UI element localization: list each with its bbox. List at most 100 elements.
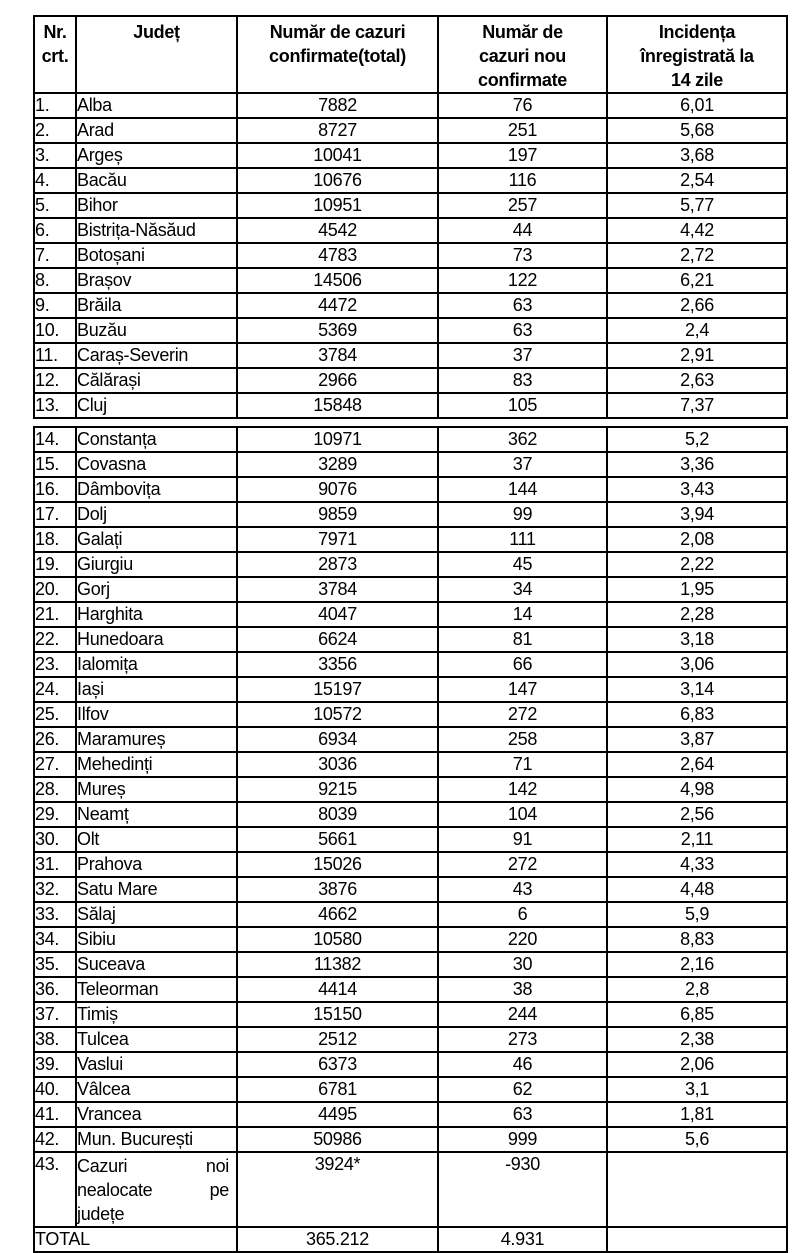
new-cases-cell: 99 <box>437 501 608 528</box>
total-row: TOTAL 365.212 4.931 <box>33 1226 788 1253</box>
new-cases-cell: 37 <box>437 342 608 369</box>
county-cell: Arad <box>75 117 238 144</box>
incidence-cell: 3,43 <box>606 476 788 503</box>
row-number-cell: 22. <box>33 626 77 653</box>
table-row: 8. Brașov 14506 122 6,21 <box>33 267 788 294</box>
table-row: 3. Argeș 10041 197 3,68 <box>33 142 788 169</box>
row-number-cell: 25. <box>33 701 77 728</box>
incidence-cell: 2,38 <box>606 1026 788 1053</box>
row-number-cell: 23. <box>33 651 77 678</box>
incidence-cell: 2,11 <box>606 826 788 853</box>
county-cell: Brașov <box>75 267 238 294</box>
county-cell: Sibiu <box>75 926 238 953</box>
county-cell: Galați <box>75 526 238 553</box>
incidence-cell: 5,2 <box>606 426 788 453</box>
county-cell: Hunedoara <box>75 626 238 653</box>
incidence-cell: 2,66 <box>606 292 788 319</box>
table-row: 15. Covasna 3289 37 3,36 <box>33 451 788 478</box>
new-cases-cell: 220 <box>437 926 608 953</box>
table-row: 10. Buzău 5369 63 2,4 <box>33 317 788 344</box>
confirmed-total-cell: 4542 <box>236 217 439 244</box>
confirmed-total-cell: 8727 <box>236 117 439 144</box>
table-row: 31. Prahova 15026 272 4,33 <box>33 851 788 878</box>
incidence-cell: 4,33 <box>606 851 788 878</box>
incidence-cell: 1,95 <box>606 576 788 603</box>
new-cases-cell: 258 <box>437 726 608 753</box>
county-cell: Giurgiu <box>75 551 238 578</box>
incidence-cell: 5,77 <box>606 192 788 219</box>
table-header: Nr. crt. Județ Număr de cazuri confirmat… <box>33 15 788 94</box>
new-cases-cell: 244 <box>437 1001 608 1028</box>
table-row: 13. Cluj 15848 105 7,37 <box>33 392 788 419</box>
table-row: 22. Hunedoara 6624 81 3,18 <box>33 626 788 653</box>
row-number-cell: 14. <box>33 426 77 453</box>
incidence-cell: 8,83 <box>606 926 788 953</box>
incidence-cell: 6,83 <box>606 701 788 728</box>
county-cell: Ilfov <box>75 701 238 728</box>
county-cell: Alba <box>75 92 238 119</box>
confirmed-total-cell: 3924* <box>236 1151 439 1228</box>
header-incidenta: Incidența înregistrată la 14 zile <box>606 15 788 94</box>
row-number-cell: 27. <box>33 751 77 778</box>
confirmed-total-cell: 10580 <box>236 926 439 953</box>
table-row: 33. Sălaj 4662 6 5,9 <box>33 901 788 928</box>
row-number-cell: 40. <box>33 1076 77 1103</box>
confirmed-total-cell: 15150 <box>236 1001 439 1028</box>
county-cell: Bistrița-Năsăud <box>75 217 238 244</box>
table-row: 9. Brăila 4472 63 2,66 <box>33 292 788 319</box>
total-new-cases-cell: 4.931 <box>437 1226 608 1253</box>
table-row: 23. Ialomița 3356 66 3,06 <box>33 651 788 678</box>
table-row: 16. Dâmbovița 9076 144 3,43 <box>33 476 788 503</box>
table-row: 2. Arad 8727 251 5,68 <box>33 117 788 144</box>
row-number-cell: 36. <box>33 976 77 1003</box>
new-cases-cell: 30 <box>437 951 608 978</box>
new-cases-cell: 66 <box>437 651 608 678</box>
new-cases-cell: 34 <box>437 576 608 603</box>
row-number-cell: 30. <box>33 826 77 853</box>
confirmed-total-cell: 6781 <box>236 1076 439 1103</box>
new-cases-cell: 63 <box>437 292 608 319</box>
row-number-cell: 1. <box>33 92 77 119</box>
new-cases-cell: 46 <box>437 1051 608 1078</box>
new-cases-cell: 111 <box>437 526 608 553</box>
header-row: Nr. crt. Județ Număr de cazuri confirmat… <box>33 15 788 94</box>
table-row: 12. Călărași 2966 83 2,63 <box>33 367 788 394</box>
confirmed-total-cell: 6373 <box>236 1051 439 1078</box>
new-cases-cell: 43 <box>437 876 608 903</box>
row-number-cell: 4. <box>33 167 77 194</box>
row-number-cell: 39. <box>33 1051 77 1078</box>
county-line: județe <box>77 1204 125 1224</box>
row-number-cell: 5. <box>33 192 77 219</box>
county-cell: Iași <box>75 676 238 703</box>
confirmed-total-cell: 9076 <box>236 476 439 503</box>
new-cases-cell: 105 <box>437 392 608 419</box>
total-confirmed-cell: 365.212 <box>236 1226 439 1253</box>
county-cell: Prahova <box>75 851 238 878</box>
county-cell: Cazuri noi nealocate pe județe <box>75 1151 238 1228</box>
header-judet: Județ <box>75 15 238 94</box>
incidence-cell: 6,21 <box>606 267 788 294</box>
table-row: 18. Galați 7971 111 2,08 <box>33 526 788 553</box>
incidence-cell: 6,01 <box>606 92 788 119</box>
table-row: 7. Botoșani 4783 73 2,72 <box>33 242 788 269</box>
confirmed-total-cell: 10951 <box>236 192 439 219</box>
confirmed-total-cell: 3876 <box>236 876 439 903</box>
confirmed-total-cell: 3356 <box>236 651 439 678</box>
confirmed-total-cell: 3784 <box>236 342 439 369</box>
county-cell: Neamț <box>75 801 238 828</box>
row-number-cell: 43. <box>33 1151 77 1228</box>
confirmed-total-cell: 4047 <box>236 601 439 628</box>
table-row: 26. Maramureș 6934 258 3,87 <box>33 726 788 753</box>
table-row: 41. Vrancea 4495 63 1,81 <box>33 1101 788 1128</box>
new-cases-cell: 362 <box>437 426 608 453</box>
row-number-cell: 34. <box>33 926 77 953</box>
county-cell: Suceava <box>75 951 238 978</box>
county-cell: Satu Mare <box>75 876 238 903</box>
incidence-cell: 3,94 <box>606 501 788 528</box>
table-row: 38. Tulcea 2512 273 2,38 <box>33 1026 788 1053</box>
county-cell: Timiș <box>75 1001 238 1028</box>
county-cell: Harghita <box>75 601 238 628</box>
table-row: 20. Gorj 3784 34 1,95 <box>33 576 788 603</box>
table-row: 36. Teleorman 4414 38 2,8 <box>33 976 788 1003</box>
